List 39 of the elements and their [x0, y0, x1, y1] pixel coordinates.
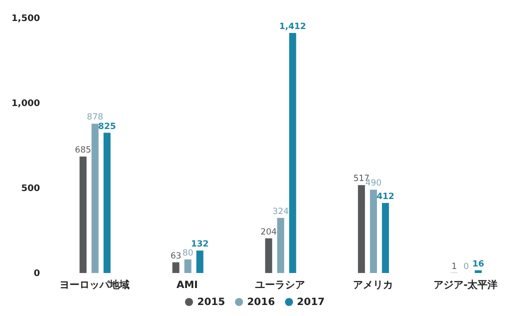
data-label: 412 [376, 192, 394, 202]
legend-label: 2016 [247, 297, 275, 308]
y-tick-label: 0 [34, 269, 40, 280]
x-tick-label: アジア-太平洋 [434, 279, 498, 292]
bar [184, 259, 192, 273]
bar [265, 238, 272, 273]
x-tick-label: アメリカ [352, 280, 393, 292]
y-tick-label: 1,500 [12, 14, 40, 24]
x-tick-label: ユーラシア [255, 280, 305, 292]
data-label: 685 [74, 146, 92, 156]
bar [104, 132, 111, 273]
data-label: 878 [86, 112, 104, 123]
bar [92, 124, 99, 273]
data-label: 132 [190, 240, 209, 250]
bar [172, 262, 180, 273]
x-tick-label: ヨーロッパ地域 [59, 279, 130, 292]
data-label: 0 [464, 262, 469, 272]
bar [474, 270, 482, 273]
bar [277, 218, 284, 273]
data-label: 1,412 [279, 22, 306, 32]
data-label: 1 [452, 262, 457, 272]
data-label: 204 [260, 227, 277, 238]
data-label: 80 [182, 248, 194, 258]
y-tick-label: 500 [21, 184, 40, 194]
bar [370, 190, 377, 273]
x-tick-label: AMI [176, 280, 198, 292]
data-label: 324 [272, 206, 289, 217]
legend-label: 2017 [296, 297, 325, 308]
data-label: 825 [98, 122, 116, 132]
bar [382, 202, 389, 273]
data-label: 490 [365, 178, 382, 189]
legend-label: 2015 [197, 297, 226, 308]
bar [289, 32, 296, 273]
bar [80, 156, 87, 273]
data-label: 16 [472, 259, 484, 270]
data-label: 63 [170, 251, 182, 262]
bar [358, 185, 365, 273]
bar [196, 250, 204, 273]
y-tick-label: 1,000 [12, 99, 40, 110]
